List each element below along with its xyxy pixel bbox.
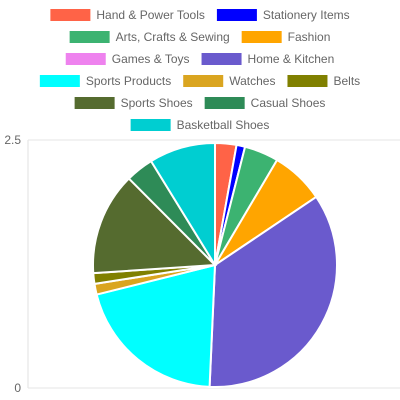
pie-slice-sports-products[interactable] [95, 263, 217, 388]
legend-swatch-sports-shoes [74, 97, 115, 109]
legend-swatch-arts-crafts-and-sewing [69, 31, 110, 43]
pie-slices [92, 141, 338, 388]
pie-slice-basketball-shoes[interactable] [149, 141, 216, 269]
legend-item-casual-shoes[interactable]: Casual Shoes [204, 96, 326, 110]
legend: Hand & Power Tools Stationery Items Arts, … [39, 8, 360, 132]
pie-slice-home-and-kitchen[interactable] [208, 195, 338, 388]
legend-swatch-belts [287, 75, 328, 87]
legend-label-stationery-items: Stationery Items [263, 8, 350, 22]
legend-label-home-and-kitchen: Home & Kitchen [248, 52, 335, 66]
legend-swatch-watches [183, 75, 224, 87]
legend-label-casual-shoes: Casual Shoes [251, 96, 326, 110]
legend-swatch-stationery-items [216, 9, 257, 21]
legend-swatch-basketball-shoes [130, 119, 171, 131]
legend-item-hand-and-power-tools[interactable]: Hand & Power Tools [50, 8, 205, 22]
legend-item-arts-crafts-and-sewing[interactable]: Arts, Crafts & Sewing [69, 30, 230, 44]
legend-label-arts-crafts-and-sewing: Arts, Crafts & Sewing [116, 30, 230, 44]
legend-item-belts[interactable]: Belts [287, 74, 360, 88]
legend-item-stationery-items[interactable]: Stationery Items [216, 8, 350, 22]
legend-item-fashion[interactable]: Fashion [241, 30, 331, 44]
legend-label-belts: Belts [333, 74, 360, 88]
legend-label-sports-products: Sports Products [86, 74, 171, 88]
legend-label-sports-shoes: Sports Shoes [121, 96, 193, 110]
legend-item-sports-products[interactable]: Sports Products [39, 74, 171, 88]
legend-swatch-fashion [241, 31, 282, 43]
legend-label-games-and-toys: Games & Toys [112, 52, 190, 66]
legend-swatch-games-and-toys [65, 53, 106, 65]
legend-label-hand-and-power-tools: Hand & Power Tools [96, 8, 205, 22]
legend-item-watches[interactable]: Watches [183, 74, 275, 88]
legend-item-basketball-shoes[interactable]: Basketball Shoes [130, 118, 270, 132]
legend-swatch-sports-products [39, 75, 80, 87]
legend-label-fashion: Fashion [288, 30, 331, 44]
legend-item-sports-shoes[interactable]: Sports Shoes [74, 96, 193, 110]
legend-label-watches: Watches [229, 74, 275, 88]
legend-swatch-home-and-kitchen [201, 53, 242, 65]
legend-item-games-and-toys[interactable]: Games & Toys [65, 52, 190, 66]
legend-swatch-casual-shoes [204, 97, 245, 109]
legend-item-home-and-kitchen[interactable]: Home & Kitchen [201, 52, 335, 66]
y-tick-top: 2.5 [4, 133, 21, 147]
pie-slice-sports-shoes[interactable] [92, 177, 218, 275]
legend-label-basketball-shoes: Basketball Shoes [177, 118, 270, 132]
legend-swatch-hand-and-power-tools [50, 9, 91, 21]
y-tick-bottom: 0 [14, 381, 21, 395]
